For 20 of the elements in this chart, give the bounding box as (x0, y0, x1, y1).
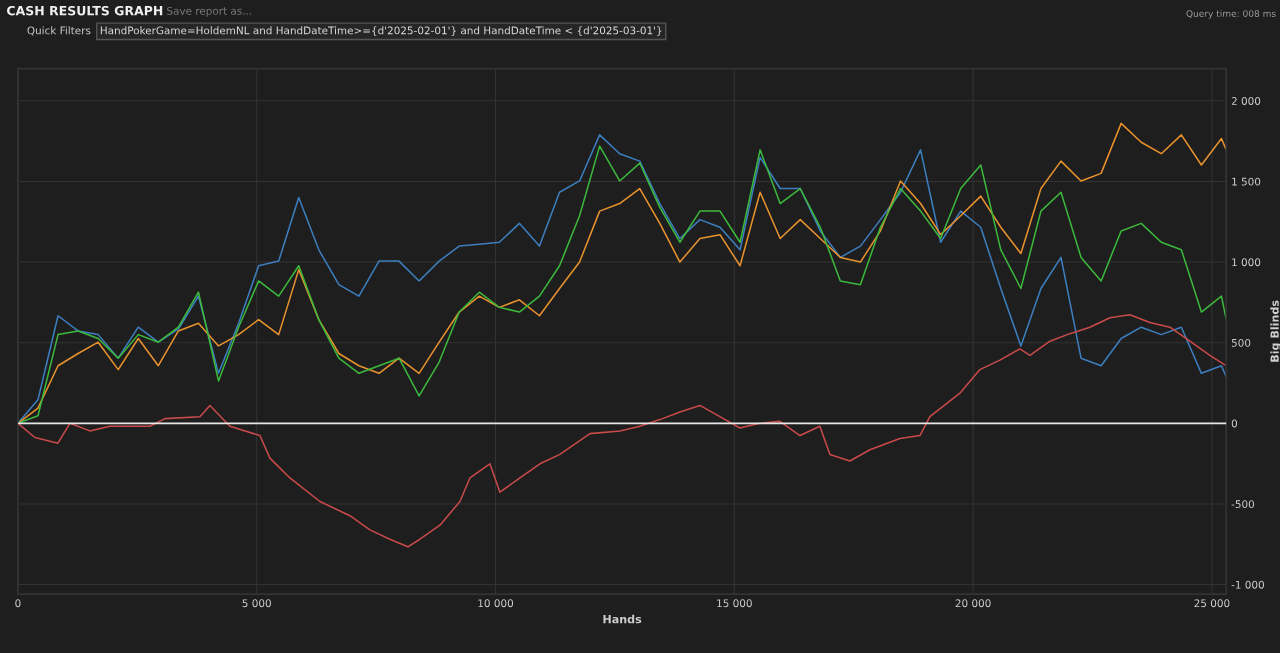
chart-title: CASH RESULTS GRAPH (7, 5, 163, 16)
x-tick-label: 10 000 (478, 599, 514, 608)
text: Query time: 008 ms (1186, 10, 1276, 19)
x-tick-label: 15 000 (717, 599, 752, 608)
text: HandPokerGame=HoldemNL and HandDateTime>={d'2025-02-01'} and HandDateTime < {d'2025-03-01'} (100, 26, 662, 36)
text: Quick Filters (27, 26, 91, 36)
y-tick-label: 1 500 (1232, 177, 1261, 186)
x-tick-label: 5 000 (242, 599, 271, 608)
y-tick-label: 1 000 (1232, 258, 1261, 267)
x-tick-label: 25 000 (1194, 599, 1230, 608)
y-tick-label: 0 (1231, 419, 1238, 428)
y-tick-label: 500 (1231, 338, 1251, 347)
line-series (17, 314, 1226, 548)
x-tick-label: 0 (15, 599, 21, 608)
x-axis-title: Hands (603, 614, 642, 624)
y-tick-label: 2 000 (1231, 97, 1261, 105)
text: Save report as... (167, 6, 252, 17)
y-tick-label: -1 000 (1231, 580, 1264, 589)
y-tick-label: -500 (1231, 500, 1255, 509)
x-tick-label: 20 000 (955, 599, 991, 608)
